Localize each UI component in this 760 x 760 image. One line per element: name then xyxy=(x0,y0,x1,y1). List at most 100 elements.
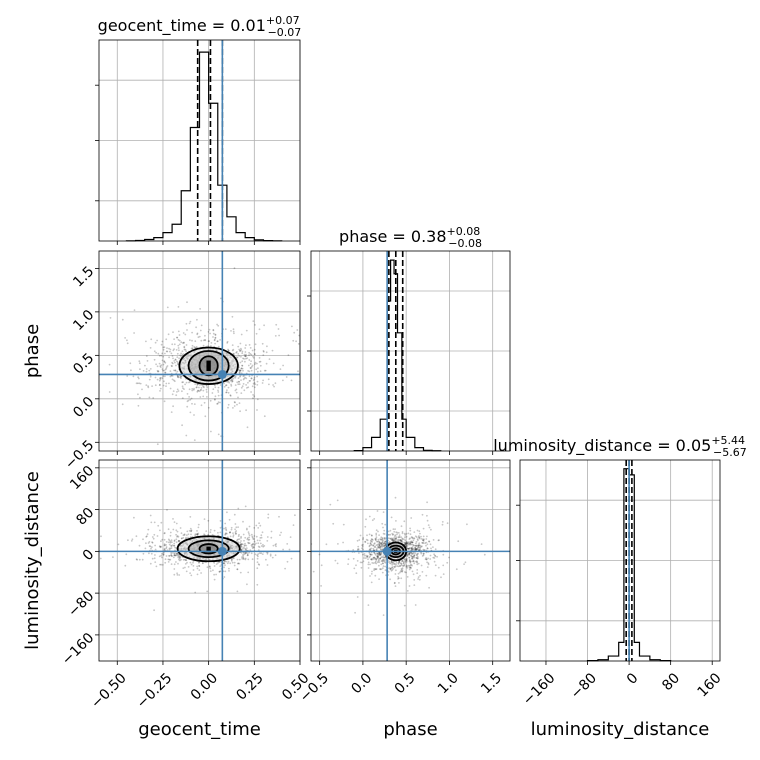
sample-point xyxy=(173,563,176,566)
sample-point xyxy=(190,574,193,577)
sample-point xyxy=(237,345,240,348)
sample-point xyxy=(392,561,395,564)
sample-point xyxy=(384,565,387,568)
sample-point xyxy=(373,558,375,561)
sample-point xyxy=(418,536,421,539)
sample-point xyxy=(331,304,333,306)
sample-point xyxy=(381,559,384,562)
sample-point xyxy=(410,547,413,550)
sample-point xyxy=(388,560,391,563)
sample-point xyxy=(274,554,277,557)
xtick-label-luminosity_distance-4: 160 xyxy=(694,670,724,700)
sample-point xyxy=(212,329,215,331)
sample-point xyxy=(236,568,239,571)
sample-point xyxy=(272,544,275,547)
sample-point xyxy=(150,521,153,524)
sample-point xyxy=(374,539,377,542)
sample-point xyxy=(428,586,430,589)
ytick-label-luminosity_distance-0: −160 xyxy=(59,630,98,669)
sample-point xyxy=(418,537,421,540)
sample-point xyxy=(254,363,256,365)
sample-point xyxy=(242,378,245,381)
sample-point xyxy=(382,542,385,545)
sample-point xyxy=(175,541,178,544)
sample-point xyxy=(245,552,247,554)
sample-point xyxy=(411,555,414,558)
sample-point xyxy=(165,541,168,543)
sample-point xyxy=(466,523,468,526)
sample-point xyxy=(177,556,180,559)
sample-point xyxy=(282,379,284,382)
sample-point xyxy=(373,543,375,545)
sample-point xyxy=(238,562,241,565)
sample-point xyxy=(398,536,401,538)
sample-point xyxy=(245,547,248,549)
sample-point xyxy=(177,330,180,333)
sample-point xyxy=(182,387,184,389)
sample-point xyxy=(366,555,369,558)
sample-point xyxy=(432,539,435,541)
title-main-phase: phase = 0.38 xyxy=(339,227,446,246)
sample-point xyxy=(224,564,226,567)
sample-point xyxy=(136,382,139,385)
sample-point xyxy=(416,538,419,541)
sample-point xyxy=(261,342,264,345)
sample-point xyxy=(243,389,246,392)
sample-point xyxy=(399,539,402,542)
sample-point xyxy=(256,362,258,365)
sample-point xyxy=(173,380,176,383)
sample-point xyxy=(252,320,255,322)
sample-point xyxy=(255,368,258,371)
sample-point xyxy=(422,552,425,555)
sample-point xyxy=(174,359,177,361)
sample-point xyxy=(169,375,172,378)
sample-point xyxy=(404,536,406,539)
sample-point xyxy=(245,329,248,332)
sample-point xyxy=(229,531,231,534)
sample-point xyxy=(325,543,328,546)
sample-point xyxy=(384,556,387,559)
sample-point xyxy=(381,562,384,565)
sample-point xyxy=(415,548,417,550)
sample-point xyxy=(216,403,219,405)
sample-point xyxy=(145,340,147,343)
sample-point xyxy=(144,364,146,367)
sample-point xyxy=(181,354,184,356)
sample-point xyxy=(320,564,323,567)
sample-point xyxy=(168,555,171,557)
sample-point xyxy=(159,377,161,380)
sample-point xyxy=(370,573,373,575)
sample-point xyxy=(372,544,374,547)
sample-point xyxy=(403,562,405,564)
sample-point xyxy=(420,546,423,548)
sample-point xyxy=(157,524,160,527)
sample-point xyxy=(368,515,371,518)
sample-point xyxy=(216,340,219,343)
sample-point xyxy=(248,532,250,535)
sample-point xyxy=(164,352,166,355)
sample-point xyxy=(252,357,255,359)
sample-point xyxy=(219,384,222,386)
sample-point xyxy=(191,347,194,350)
sample-point xyxy=(241,543,243,545)
sample-point xyxy=(381,560,384,563)
sample-point xyxy=(222,562,225,565)
sample-point xyxy=(148,369,151,372)
sample-point xyxy=(382,511,385,513)
sample-point xyxy=(227,349,230,352)
sample-point xyxy=(212,336,214,338)
sample-point xyxy=(240,367,243,370)
sample-point xyxy=(217,345,220,348)
sample-point xyxy=(395,536,398,538)
sample-point xyxy=(148,378,151,381)
sample-point xyxy=(100,535,102,538)
sample-point xyxy=(183,348,186,351)
sample-point xyxy=(194,346,197,349)
sample-point xyxy=(403,558,406,560)
sample-point xyxy=(176,370,179,373)
sample-point xyxy=(406,544,409,547)
sample-point xyxy=(405,559,408,561)
sample-point xyxy=(405,542,408,545)
sample-point xyxy=(405,543,407,546)
sample-point xyxy=(414,547,417,550)
